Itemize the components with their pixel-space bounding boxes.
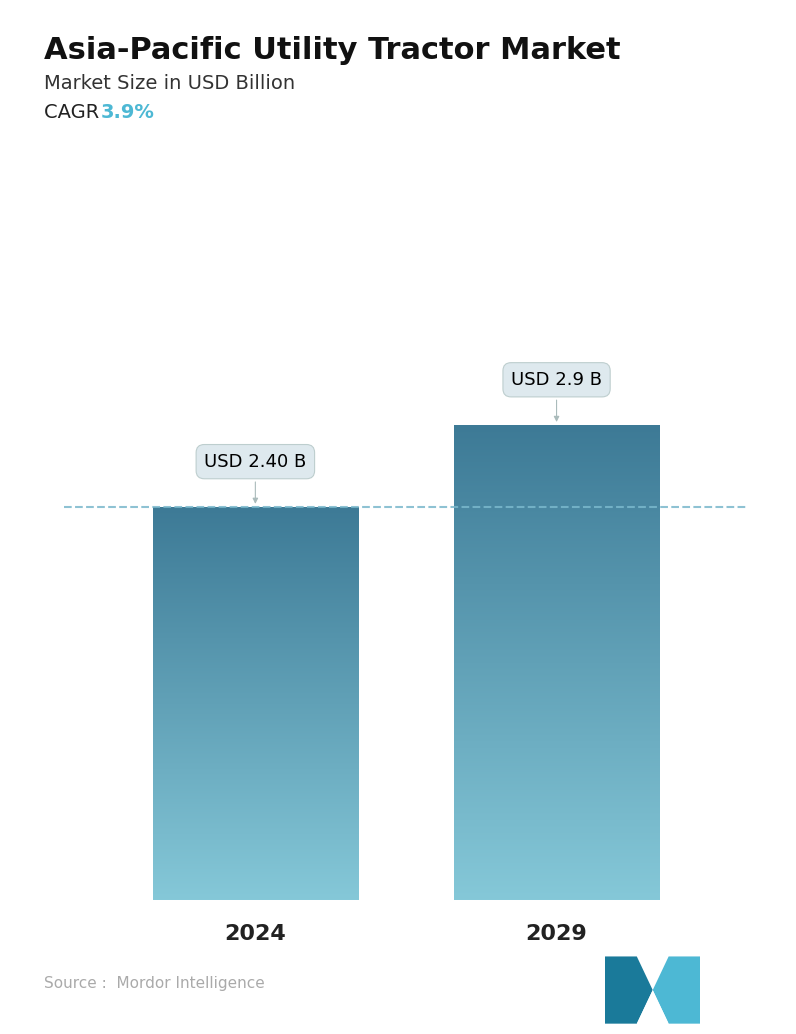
Text: USD 2.9 B: USD 2.9 B — [511, 371, 602, 421]
Polygon shape — [653, 956, 700, 1024]
Text: USD 2.40 B: USD 2.40 B — [205, 453, 306, 503]
Polygon shape — [605, 956, 653, 1024]
Text: 3.9%: 3.9% — [101, 103, 155, 122]
Text: Asia-Pacific Utility Tractor Market: Asia-Pacific Utility Tractor Market — [44, 36, 620, 65]
Text: Market Size in USD Billion: Market Size in USD Billion — [44, 74, 295, 93]
Polygon shape — [637, 991, 669, 1024]
Text: CAGR: CAGR — [44, 103, 105, 122]
Text: 2029: 2029 — [525, 924, 587, 944]
Text: 2024: 2024 — [224, 924, 287, 944]
Text: Source :  Mordor Intelligence: Source : Mordor Intelligence — [44, 975, 264, 991]
